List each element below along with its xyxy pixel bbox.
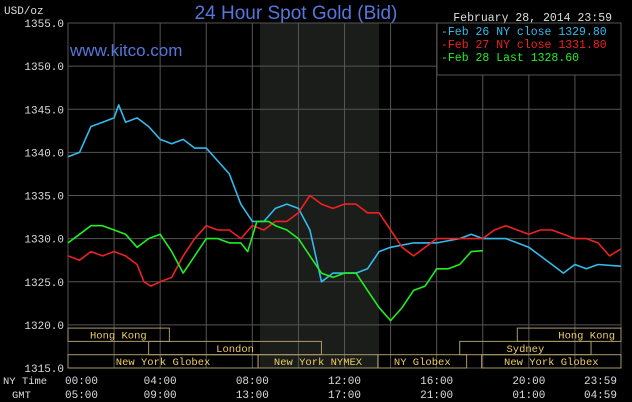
x-tick-label: 04:00 [144,376,177,388]
y-tick-label: 1355.0 [24,19,64,31]
y-tick-label: 1345.0 [24,105,64,117]
session-bar [481,354,622,369]
x-tick-label: 21:00 [420,390,453,402]
session-label: Hong Kong [90,331,147,343]
chart-title: 24 Hour Spot Gold (Bid) [195,3,398,24]
x-tick-label: 08:00 [236,376,269,388]
legend-item-feb28: -Feb 28 Last 1328.60 [441,52,579,65]
x-tick-label: 20:00 [512,376,545,388]
session-bar [377,354,468,369]
y-tick-label: 1335.0 [24,192,64,204]
x-tick-label: 13:00 [236,390,269,402]
series-line-0 [67,104,621,283]
y-tick-label: 1340.0 [24,148,64,160]
y-axis-label: USD/oz [4,6,44,18]
date-label: February 28, 2014 23:59 [453,12,612,25]
session-bar [67,327,170,342]
series-line-1 [67,194,622,287]
x-tick-label: 00:00 [65,376,98,388]
x-row-label: NY Time [3,376,47,388]
legend-box [436,22,622,76]
y-tick-label: 1325.0 [24,278,64,290]
x-tick-label: 23:59 [584,376,617,388]
x-tick-label: 09:00 [144,390,177,402]
x-tick-label: 16:00 [420,376,453,388]
session-label: New York NYMEX [274,357,363,369]
x-tick-label: 05:00 [65,390,98,402]
session-label: London [216,344,254,356]
y-tick-label: 1315.0 [24,364,64,376]
session-label: NY Globex [394,357,451,369]
session-label: Sydney [506,344,544,356]
legend-item-feb26: -Feb 26 NY close 1329.80 [441,26,607,39]
x-row-label: GMT [12,390,31,402]
x-tick-label: 01:00 [512,390,545,402]
legend: -Feb 26 NY close 1329.80 -Feb 27 NY clos… [436,22,622,76]
session-label: New York Globex [504,357,599,369]
y-tick-label: 1320.0 [24,321,64,333]
y-tick-label: 1330.0 [24,235,64,247]
y-tick-labels: 1355.0 1350.0 1345.0 1340.0 1335.0 1330.0 1325… [24,19,64,376]
x-tick-label: 04:59 [584,390,617,402]
x-tick-labels: NY Time 00:00 04:00 08:00 12:00 16:00 20:00 23:… [3,376,617,402]
kitco-watermark: www.kitco.com [69,41,182,60]
series-line-2 [67,220,483,322]
y-tick-label: 1350.0 [24,62,64,74]
session-label: Hong Kong [558,331,615,343]
legend-item-feb27: -Feb 27 NY close 1331.80 [441,39,607,52]
grid [67,22,622,369]
series-lines [67,104,622,322]
x-tick-label: 12:00 [328,376,361,388]
session-label: New York Globex [116,357,211,369]
x-tick-label: 17:00 [328,390,361,402]
